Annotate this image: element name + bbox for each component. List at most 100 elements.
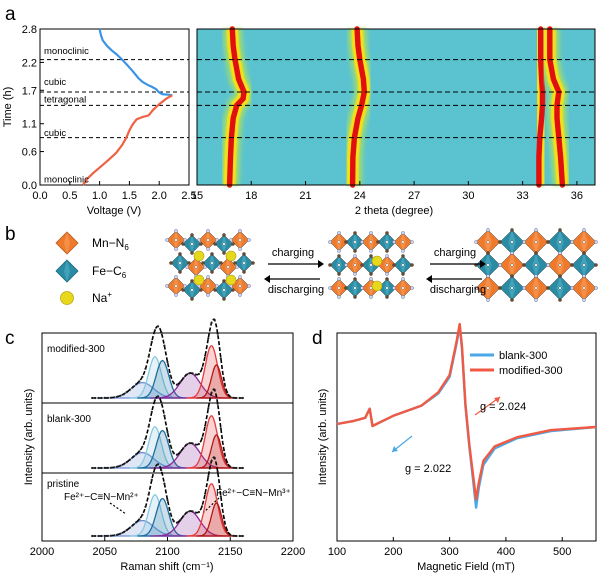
y-axis-label: Intensity (arb. units) [23, 389, 35, 486]
data-point [131, 523, 135, 527]
fe-octahedron [546, 228, 574, 256]
x-axis-label: 2 theta (degree) [355, 205, 433, 217]
peak-core [226, 26, 247, 188]
data-point [109, 534, 113, 537]
data-point [222, 449, 226, 452]
data-point [232, 534, 235, 537]
data-point [169, 444, 172, 447]
diffraction-peaks [219, 26, 573, 188]
data-point [175, 383, 178, 386]
data-point [207, 407, 210, 410]
na-ion [225, 250, 237, 262]
data-point [235, 396, 238, 400]
data-point [103, 466, 106, 469]
data-point [226, 461, 229, 464]
data-point [213, 388, 216, 391]
g-label-blank: g = 2.022 [405, 463, 451, 475]
data-point [131, 455, 135, 459]
y-tick-label: 1.7 [22, 85, 37, 97]
fit-component [129, 494, 181, 537]
plot-frame [336, 332, 597, 542]
data-point [144, 367, 147, 370]
x-axis-label: Magnetic Field (mT) [417, 561, 515, 573]
na-ion [225, 274, 237, 286]
data-point [91, 396, 94, 400]
fe-octahedron [392, 254, 414, 276]
stack-label-modified: modified-300 [47, 344, 105, 355]
data-point [185, 443, 188, 446]
data-point [213, 318, 216, 321]
data-point [194, 511, 197, 514]
data-point [182, 447, 185, 450]
data-point [204, 492, 207, 495]
mn-octahedron [570, 274, 598, 302]
x-tick-label: 300 [440, 546, 458, 558]
stack-label-pristine: pristine [47, 479, 80, 490]
fe-octahedron [328, 254, 350, 276]
panel-letter-b: b [5, 224, 16, 245]
data-point [109, 396, 113, 399]
data-point [94, 466, 97, 470]
x-tick-label: 18 [245, 190, 257, 202]
data-point [119, 532, 122, 535]
data-point [113, 396, 116, 399]
data-point [109, 466, 113, 469]
data-point [172, 520, 175, 523]
data-point [166, 430, 169, 434]
data-point [116, 395, 119, 398]
data-point [191, 372, 194, 375]
legend: Mn−N6 Fe−C6 Na+ [55, 231, 129, 305]
fit-component [137, 429, 188, 469]
discharging-label-1: discharging [268, 284, 324, 296]
data-point [194, 443, 197, 446]
data-point [197, 442, 200, 446]
data-point [135, 521, 138, 524]
data-point [241, 396, 244, 400]
fe-octahedron [201, 252, 223, 274]
data-point [210, 460, 213, 463]
data-point [157, 325, 160, 328]
transition-arrows-2: charging discharging [426, 247, 486, 296]
data-point [128, 458, 131, 461]
na-ion [371, 255, 383, 267]
data-point [179, 381, 182, 384]
fe-octahedron [181, 279, 203, 301]
data-point [119, 464, 122, 467]
charging-arrowhead-1 [318, 260, 324, 268]
data-point [141, 445, 144, 448]
data-point [157, 395, 160, 398]
data-point [241, 534, 244, 538]
x-tick-label: 2150 [218, 546, 242, 558]
raman-stack [91, 388, 244, 470]
mn-octahedron [392, 277, 414, 299]
data-point [185, 373, 188, 376]
curves [82, 28, 173, 186]
lattice-cubic [328, 231, 414, 299]
x-tick-label: 0.5 [62, 190, 77, 202]
legend: blank-300 modified-300 [470, 350, 563, 377]
data-point [210, 392, 213, 395]
x-tick-label: 2100 [155, 546, 179, 558]
data-point [219, 427, 222, 430]
panel-letter-a: a [5, 4, 16, 25]
raman-stack [91, 318, 244, 400]
mn-octahedron [360, 231, 382, 253]
mn-octahedron [328, 277, 350, 299]
data-point [116, 533, 119, 536]
mn-octahedron [474, 274, 502, 302]
lattice-monoclinic [165, 229, 255, 301]
fe-octahedron [376, 231, 398, 253]
data-point [97, 396, 100, 400]
x-tick-label: 200 [384, 546, 402, 558]
mn-octahedron [392, 231, 414, 253]
data-point [100, 466, 103, 470]
data-point [216, 402, 219, 405]
raman-plot: modified-300 blank-300 pristine Fe²⁺−C≡N… [23, 318, 305, 573]
data-point [188, 510, 191, 513]
data-point [150, 410, 153, 413]
fe-octahedron [498, 228, 526, 256]
peak-core [349, 26, 368, 188]
data-point [188, 372, 191, 375]
data-point [157, 463, 160, 466]
g-label-modified: g = 2.024 [480, 401, 526, 413]
